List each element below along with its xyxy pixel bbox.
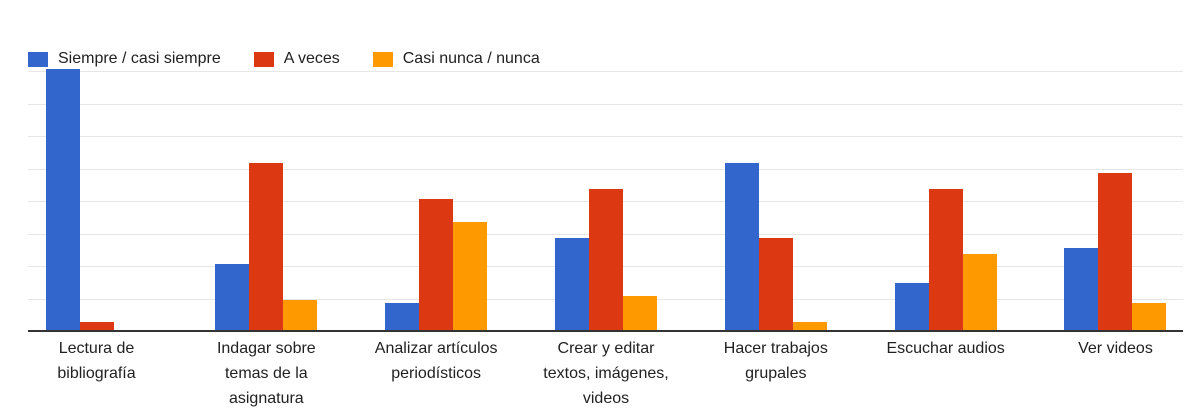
bar[interactable] [758,237,793,332]
legend-label-casi-nunca: Casi nunca / nunca [402,50,540,67]
x-axis-labels: Lectura de bibliografía Indagar sobre tem… [0,336,1190,409]
legend-label-siempre: Siempre / casi siempre [58,50,221,67]
legend-label-a-veces: A veces [283,50,340,67]
x-axis-label: Indagar sobre temas de la asignatura [216,340,316,407]
bar[interactable] [588,189,623,332]
bar[interactable] [928,189,963,332]
bar-group-2 [215,163,318,332]
bar[interactable] [453,221,488,332]
bar[interactable] [45,69,80,332]
bar-group-7 [1064,173,1167,332]
bar[interactable] [554,237,589,332]
bar-group-3 [385,198,488,332]
legend-swatch-blue-icon [28,51,48,67]
x-axis-label: Escuchar audios [886,340,1005,357]
gridline-50 [28,168,1183,170]
x-axis-label: Ver videos [1078,340,1153,357]
legend-item-siempre: Siempre / casi siempre [28,50,221,68]
bar[interactable] [622,296,657,332]
gridline-80 [28,71,1183,73]
plot-area [28,40,1183,332]
chart-legend: Siempre / casi siempre A veces Casi nunc… [28,50,540,68]
gridline-60 [28,136,1183,138]
x-axis-label: Analizar artículos periodísticos [374,340,498,382]
legend-swatch-orange-icon [372,51,393,67]
bar[interactable] [962,254,997,332]
bar[interactable] [249,163,284,332]
bar[interactable] [792,322,827,332]
bar-group-5 [724,163,827,332]
legend-item-casi-nunca: Casi nunca / nunca [372,50,540,68]
x-axis-label: Hacer trabajos grupales [723,340,828,382]
legend-item-a-veces: A veces [253,50,340,68]
bar-group-4 [554,189,657,332]
bar[interactable] [215,263,250,332]
x-axis-label: Crear y editar textos, imágenes, videos [543,340,669,407]
bar[interactable] [1132,302,1167,332]
x-axis-line [28,330,1183,332]
bar-group-1 [45,69,148,332]
legend-swatch-red-icon [253,51,274,67]
bar-group-6 [894,189,997,332]
bar[interactable] [724,163,759,332]
bar[interactable] [79,322,114,332]
bar[interactable] [283,299,318,332]
x-axis-label: Lectura de bibliografía [57,340,136,382]
bar[interactable] [1098,173,1133,332]
bar[interactable] [419,198,454,332]
gridline-70 [28,103,1183,105]
bar[interactable] [1064,247,1099,332]
bar[interactable] [894,283,929,332]
bar[interactable] [385,302,420,332]
